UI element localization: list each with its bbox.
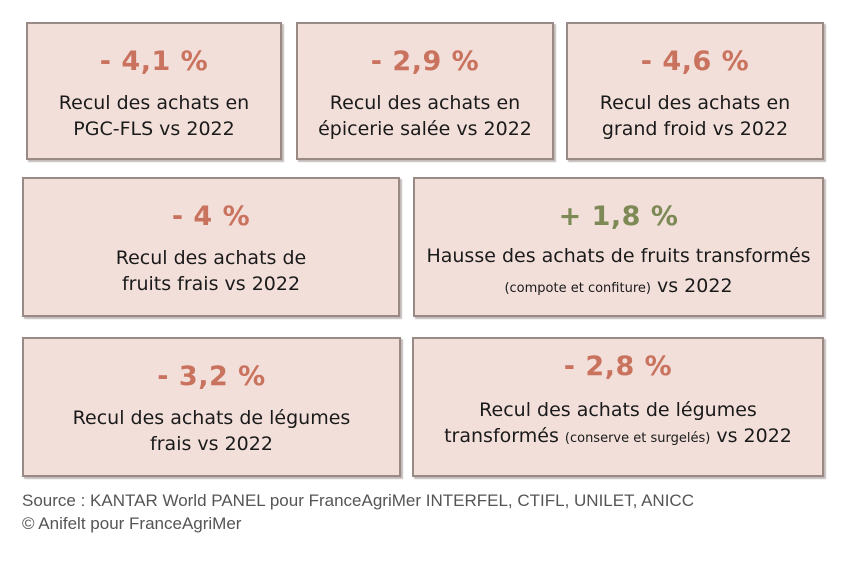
pgc-fls-desc-line1: Recul des achats en (58, 92, 250, 114)
grand-froid-desc-line1: Recul des achats en (599, 92, 791, 114)
legumes-frais-value: - 3,2 % (157, 361, 266, 392)
card-epicerie-salee: - 2,9 % Recul des achats en épicerie sal… (296, 22, 554, 160)
epicerie-value: - 2,9 % (370, 46, 480, 77)
pgc-fls-desc-line2: PGC-FLS vs 2022 (73, 118, 235, 140)
legumes-transformes-desc-line1: Recul des achats de légumes (479, 399, 757, 421)
epicerie-desc-line1: Recul des achats en (329, 92, 521, 114)
fruits-frais-desc-line1: Recul des achats de (115, 247, 307, 269)
legumes-transformes-comparison: vs 2022 (710, 425, 792, 447)
legumes-frais-desc-line1: Recul des achats de légumes (72, 407, 351, 429)
fruits-frais-value: - 4 % (171, 201, 251, 232)
legumes-transformes-value: - 2,8 % (563, 351, 673, 382)
copyright-text: © Anifelt pour FranceAgriMer (22, 514, 242, 533)
card-fruits-frais: - 4 % Recul des achats de fruits frais v… (22, 177, 400, 317)
epicerie-desc-line2: épicerie salée vs 2022 (318, 118, 532, 140)
fruits-transformes-desc-line1: Hausse des achats de fruits transformés (426, 245, 811, 267)
card-pgc-fls: - 4,1 % Recul des achats en PGC-FLS vs 2… (26, 22, 282, 160)
legumes-transformes-desc-line2: transformés (conserve et surgelés) vs 20… (414, 423, 822, 452)
fruits-frais-desc-line2: fruits frais vs 2022 (121, 273, 301, 295)
fruits-transformes-comparison: vs 2022 (650, 275, 733, 297)
card-legumes-frais: - 3,2 % Recul des achats de légumes frai… (22, 337, 401, 477)
legumes-transformes-word: transformés (444, 425, 565, 447)
grand-froid-desc-line2: grand froid vs 2022 (601, 118, 789, 140)
fruits-transformes-value: + 1,8 % (558, 201, 679, 232)
legumes-transformes-detail: (conserve et surgelés) (564, 431, 711, 446)
grand-froid-value: - 4,6 % (640, 46, 750, 77)
legumes-frais-desc-line2: frais vs 2022 (150, 433, 273, 455)
fruits-transformes-desc-line2: (compote et confiture) vs 2022 (415, 273, 822, 302)
card-legumes-transformes: - 2,8 % Recul des achats de légumes tran… (412, 337, 824, 477)
pgc-fls-value: - 4,1 % (99, 46, 209, 77)
card-fruits-transformes: + 1,8 % Hausse des achats de fruits tran… (413, 177, 824, 317)
fruits-transformes-detail: (compote et confiture) (504, 281, 651, 296)
card-grand-froid: - 4,6 % Recul des achats en grand froid … (566, 22, 824, 160)
source-text: Source : KANTAR World PANEL pour FranceA… (22, 491, 694, 510)
